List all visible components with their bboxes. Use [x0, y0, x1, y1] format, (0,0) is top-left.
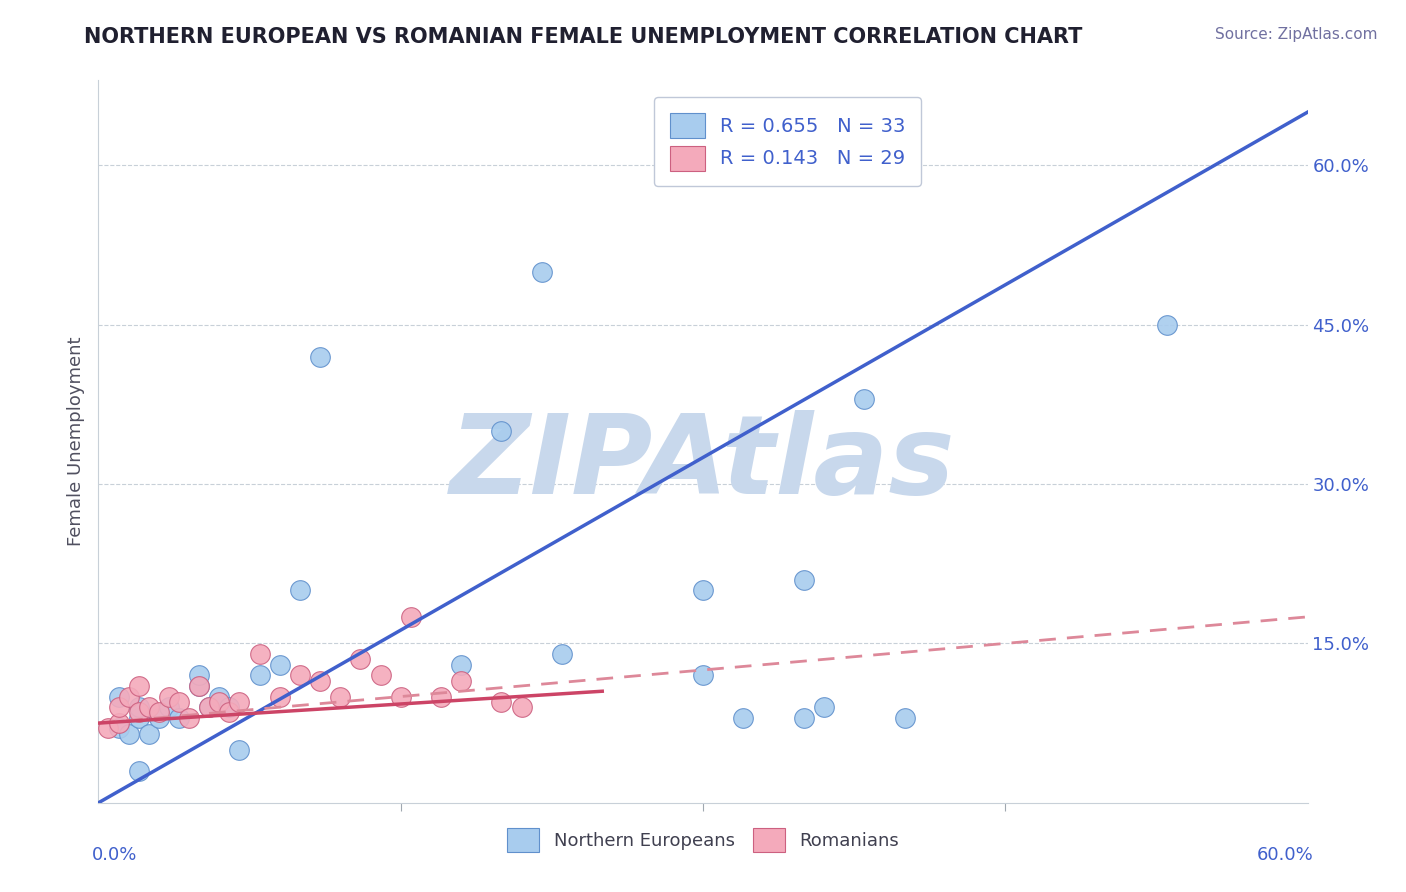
- Point: [107, 722, 129, 736]
- Point: [198, 700, 221, 714]
- Point: [138, 700, 160, 714]
- Point: [813, 700, 835, 714]
- Point: [491, 424, 513, 438]
- Point: [329, 690, 352, 704]
- Point: [198, 700, 221, 714]
- Point: [793, 711, 815, 725]
- Point: [228, 695, 250, 709]
- Point: [399, 610, 422, 624]
- Point: [692, 668, 714, 682]
- Point: [269, 657, 291, 672]
- Point: [389, 690, 412, 704]
- Point: [370, 668, 392, 682]
- Point: [288, 668, 311, 682]
- Legend: Northern Europeans, Romanians: Northern Europeans, Romanians: [499, 822, 907, 859]
- Point: [733, 711, 755, 725]
- Point: [188, 668, 211, 682]
- Point: [530, 264, 553, 278]
- Point: [138, 727, 160, 741]
- Point: [107, 690, 129, 704]
- Point: [853, 392, 876, 406]
- Point: [188, 679, 211, 693]
- Point: [148, 706, 170, 720]
- Point: [430, 690, 453, 704]
- Point: [188, 679, 211, 693]
- Text: 60.0%: 60.0%: [1257, 847, 1313, 864]
- Point: [179, 711, 201, 725]
- Point: [793, 573, 815, 587]
- Point: [157, 690, 180, 704]
- Point: [1156, 318, 1178, 332]
- Point: [167, 711, 190, 725]
- Point: [107, 716, 129, 731]
- Point: [228, 742, 250, 756]
- Point: [128, 764, 150, 778]
- Point: [107, 700, 129, 714]
- Point: [269, 690, 291, 704]
- Point: [450, 673, 472, 688]
- Point: [218, 706, 240, 720]
- Point: [97, 722, 120, 736]
- Text: 0.0%: 0.0%: [93, 847, 138, 864]
- Text: Source: ZipAtlas.com: Source: ZipAtlas.com: [1215, 27, 1378, 42]
- Y-axis label: Female Unemployment: Female Unemployment: [66, 337, 84, 546]
- Point: [118, 690, 141, 704]
- Point: [148, 711, 170, 725]
- Point: [309, 350, 332, 364]
- Point: [893, 711, 915, 725]
- Point: [208, 695, 231, 709]
- Point: [510, 700, 533, 714]
- Point: [249, 668, 271, 682]
- Point: [288, 583, 311, 598]
- Point: [692, 583, 714, 598]
- Point: [167, 695, 190, 709]
- Point: [128, 700, 150, 714]
- Point: [309, 673, 332, 688]
- Point: [218, 700, 240, 714]
- Point: [349, 652, 371, 666]
- Point: [128, 706, 150, 720]
- Point: [118, 727, 141, 741]
- Text: ZIPAtlas: ZIPAtlas: [450, 409, 956, 516]
- Point: [157, 700, 180, 714]
- Text: NORTHERN EUROPEAN VS ROMANIAN FEMALE UNEMPLOYMENT CORRELATION CHART: NORTHERN EUROPEAN VS ROMANIAN FEMALE UNE…: [84, 27, 1083, 46]
- Point: [551, 647, 574, 661]
- Point: [208, 690, 231, 704]
- Point: [128, 711, 150, 725]
- Point: [450, 657, 472, 672]
- Point: [128, 679, 150, 693]
- Point: [249, 647, 271, 661]
- Point: [491, 695, 513, 709]
